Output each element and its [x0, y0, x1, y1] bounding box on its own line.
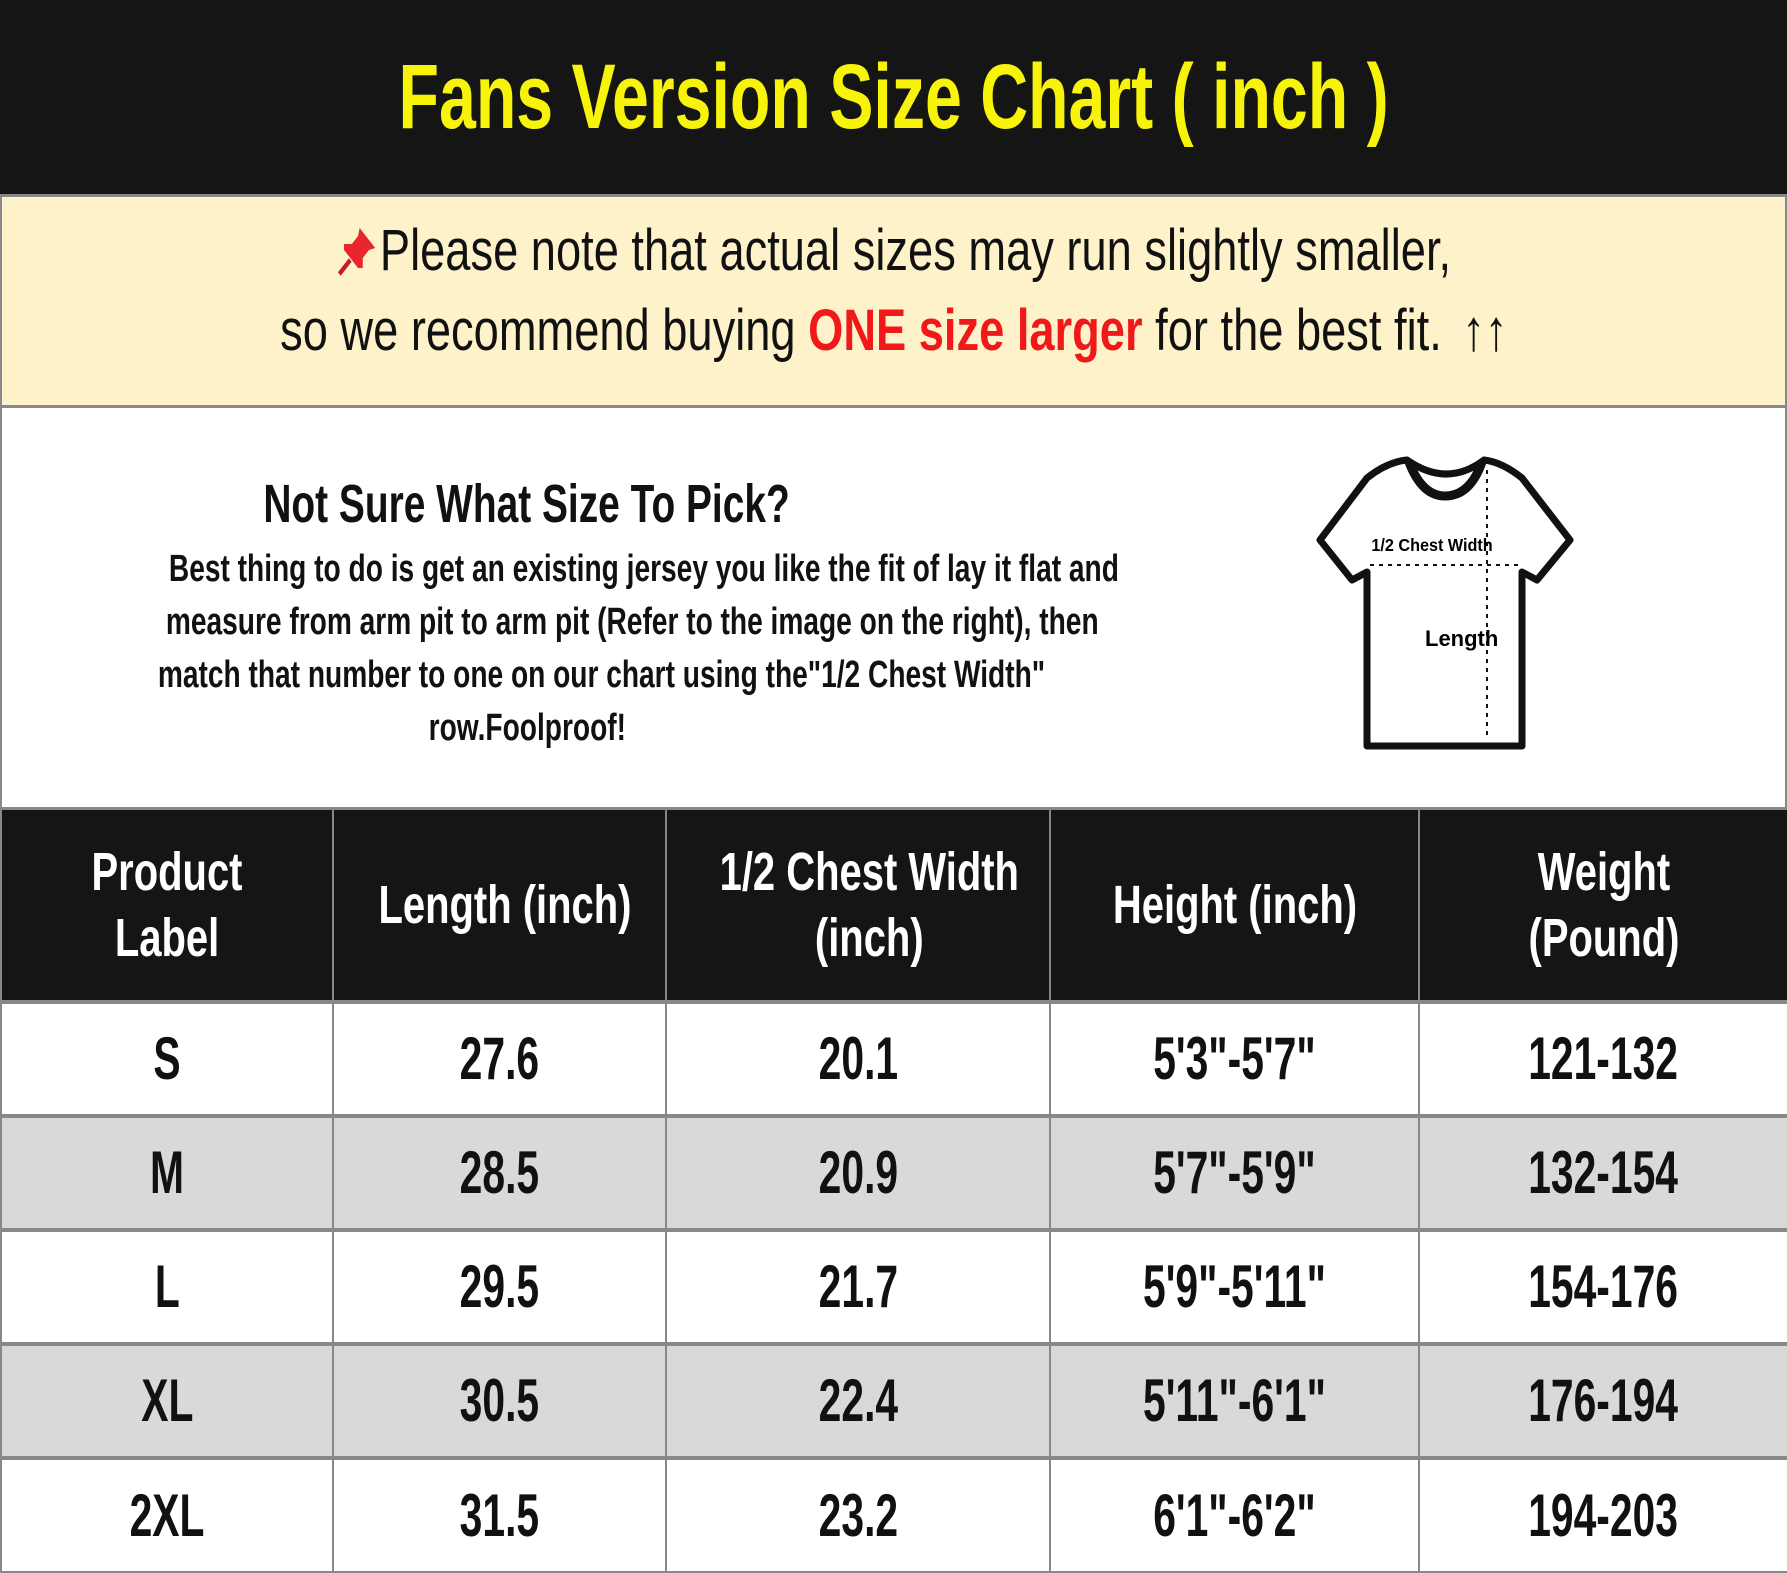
cell-weight: 154-176 — [1418, 1227, 1787, 1345]
size-table: Product Label Length (inch) 1/2 Chest Wid… — [0, 807, 1787, 1573]
cell-chest-width: 20.1 — [665, 999, 1051, 1117]
cell-height: 5'9"-5'11" — [1049, 1227, 1420, 1345]
cell-length: 30.5 — [332, 1341, 667, 1459]
up-arrows-icon: ↑↑ — [1461, 298, 1508, 363]
chest-width-label: 1/2 Chest Width — [1371, 535, 1492, 555]
cell-length: 27.6 — [332, 999, 667, 1117]
header-weight: Weight (Pound) — [1418, 807, 1787, 1003]
cell-height: 5'11"-6'1" — [1049, 1341, 1420, 1459]
table-row: XL 30.5 22.4 5'11"-6'1" 176-194 — [0, 1341, 1787, 1459]
table-row: 2XL 31.5 23.2 6'1"-6'2" 194-203 — [0, 1455, 1787, 1573]
header-banner: Fans Version Size Chart ( inch ) — [0, 0, 1787, 194]
cell-size: S — [0, 999, 334, 1117]
cell-size: XL — [0, 1341, 334, 1459]
cell-size: 2XL — [0, 1455, 334, 1573]
cell-height: 6'1"-6'2" — [1049, 1455, 1420, 1573]
cell-chest-width: 22.4 — [665, 1341, 1051, 1459]
header-length: Length (inch) — [332, 807, 667, 1003]
table-row: M 28.5 20.9 5'7"-5'9" 132-154 — [0, 1113, 1787, 1231]
cell-size: M — [0, 1113, 334, 1231]
fit-guide-line: Best thing to do is get an existing jers… — [168, 548, 1119, 590]
page-title: Fans Version Size Chart ( inch ) — [398, 45, 1389, 148]
cell-weight: 176-194 — [1418, 1341, 1787, 1459]
table-header-row: Product Label Length (inch) 1/2 Chest Wid… — [0, 807, 1787, 1003]
cell-height: 5'7"-5'9" — [1049, 1113, 1420, 1231]
length-label: Length — [1425, 626, 1498, 651]
cell-chest-width: 20.9 — [665, 1113, 1051, 1231]
fit-guide-line: match that number to one on our chart us… — [157, 654, 1046, 696]
cell-chest-width: 23.2 — [665, 1455, 1051, 1573]
fit-guide-line: row.Foolproof! — [428, 707, 626, 749]
cell-length: 28.5 — [332, 1113, 667, 1231]
notice-line-2-end: for the best fit. — [1142, 298, 1442, 363]
cell-weight: 121-132 — [1418, 999, 1787, 1117]
table-row: S 27.6 20.1 5'3"-5'7" 121-132 — [0, 999, 1787, 1117]
cell-chest-width: 21.7 — [665, 1227, 1051, 1345]
cell-size: L — [0, 1227, 334, 1345]
fit-guide-line: measure from arm pit to arm pit (Refer t… — [165, 601, 1099, 643]
cell-length: 31.5 — [332, 1455, 667, 1573]
cell-height: 5'3"-5'7" — [1049, 999, 1420, 1117]
notice-line-1: Please note that actual sizes may run sl… — [379, 218, 1451, 283]
header-height: Height (inch) — [1049, 807, 1420, 1003]
table-row: L 29.5 21.7 5'9"-5'11" 154-176 — [0, 1227, 1787, 1345]
cell-weight: 194-203 — [1418, 1455, 1787, 1573]
cell-weight: 132-154 — [1418, 1113, 1787, 1231]
notice-emphasis: ONE size larger — [807, 298, 1143, 363]
header-product-label: Product Label — [0, 807, 334, 1003]
header-chest-width: 1/2 Chest Width (inch) — [665, 807, 1051, 1003]
notice-line-2-start: so we recommend buying — [279, 298, 808, 363]
pushpin-icon — [337, 228, 376, 276]
fit-guide-title: Not Sure What Size To Pick? — [263, 474, 791, 534]
fit-guide: Not Sure What Size To Pick? Best thing t… — [0, 408, 1787, 808]
cell-length: 29.5 — [332, 1227, 667, 1345]
tshirt-diagram-icon: 1/2 Chest Width Length — [1316, 456, 1574, 750]
sizing-notice: Please note that actual sizes may run sl… — [0, 194, 1787, 408]
